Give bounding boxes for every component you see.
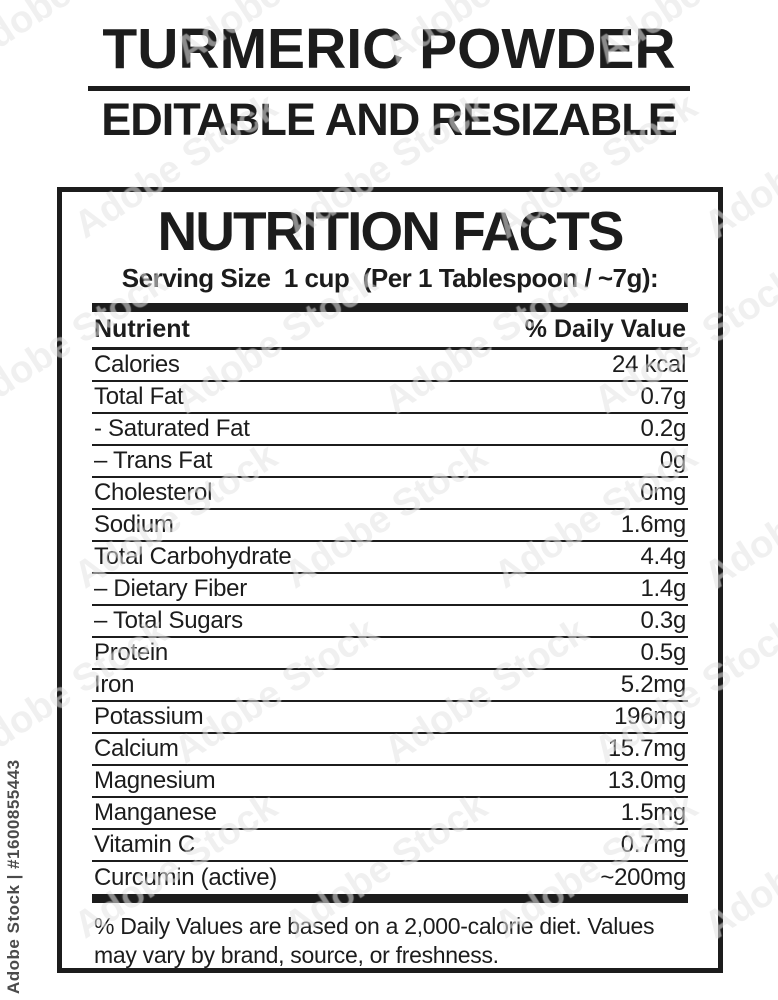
separator-bar-top xyxy=(92,303,688,312)
nutrient-value: ~200mg xyxy=(600,864,686,891)
table-header-row: Nutrient % Daily Value xyxy=(92,312,688,350)
page-title: TURMERIC POWDER xyxy=(102,17,676,81)
nutrient-name: Total Fat xyxy=(94,383,184,410)
title-divider xyxy=(88,85,690,91)
table-row: Calories 24 kcal xyxy=(92,350,688,382)
nutrient-name: Protein xyxy=(94,639,168,666)
table-row: – Dietary Fiber 1.4g xyxy=(92,574,688,606)
nutrient-name: Manganese xyxy=(94,799,217,826)
footnote: % Daily Values are based on a 2,000-calo… xyxy=(94,913,655,969)
nutrient-value: 0.7mg xyxy=(620,831,687,858)
nutrient-value: 15.7mg xyxy=(607,735,687,762)
table-row: Iron 5.2mg xyxy=(92,670,688,702)
nutrient-name: Sodium xyxy=(94,511,174,538)
table-row: Total Fat 0.7g xyxy=(92,382,688,414)
nutrient-value: 5.2mg xyxy=(620,671,687,698)
nutrient-value: 0mg xyxy=(640,479,686,506)
separator-bar-bottom xyxy=(92,894,688,903)
table-row: Magnesium 13.0mg xyxy=(92,766,688,798)
nutrient-value: 0.2g xyxy=(640,415,686,442)
nutrient-name: Cholesterol xyxy=(94,479,213,506)
nutrient-name: Vitamin C xyxy=(94,831,195,858)
table-row: – Total Sugars 0.3g xyxy=(92,606,688,638)
nutrient-table-body: Calories 24 kcal Total Fat 0.7g - Saturated … xyxy=(92,350,688,894)
nutrient-name: Iron xyxy=(94,671,135,698)
table-row: Vitamin C 0.7mg xyxy=(92,830,688,862)
table-row: Manganese 1.5mg xyxy=(92,798,688,830)
panel-title: NUTRITION FACTS xyxy=(157,200,625,262)
nutrient-value: 0.3g xyxy=(640,607,686,634)
nutrient-value: 1.6mg xyxy=(620,511,687,538)
nutrient-value: 1.5mg xyxy=(620,799,687,826)
nutrient-name: Magnesium xyxy=(94,767,216,794)
nutrient-name: Potassium xyxy=(94,703,204,730)
table-row: Protein 0.5g xyxy=(92,638,688,670)
nutrient-value: 196mg xyxy=(614,703,686,730)
nutrient-value: 13.0mg xyxy=(607,767,687,794)
page-subtitle: EDITABLE AND RESIZABLE xyxy=(101,93,678,145)
table-row: Curcumin (active) ~200mg xyxy=(92,862,688,894)
nutrient-value: 1.4g xyxy=(640,575,686,602)
table-row: Cholesterol 0mg xyxy=(92,478,688,510)
nutrient-name: Calories xyxy=(94,351,180,378)
nutrient-value: 0g xyxy=(659,447,686,474)
nutrient-value: 0.5g xyxy=(640,639,686,666)
serving-size-line: Serving Size 1 cup (Per 1 Tablespoon / ~… xyxy=(121,263,659,293)
nutrient-name: Curcumin (active) xyxy=(94,864,277,891)
nutrient-name: Total Carbohydrate xyxy=(94,543,292,570)
nutrient-name: Calcium xyxy=(94,735,179,762)
column-header-nutrient: Nutrient xyxy=(94,315,190,343)
nutrient-name: – Dietary Fiber xyxy=(94,575,247,602)
nutrient-value: 4.4g xyxy=(640,543,686,570)
table-row: Sodium 1.6mg xyxy=(92,510,688,542)
nutrient-value: 24 kcal xyxy=(612,351,686,378)
table-row: - Saturated Fat 0.2g xyxy=(92,414,688,446)
nutrient-name: - Saturated Fat xyxy=(94,415,250,442)
nutrient-value: 0.7g xyxy=(640,383,686,410)
table-row: Total Carbohydrate 4.4g xyxy=(92,542,688,574)
column-header-daily-value: % Daily Value xyxy=(524,315,686,343)
nutrient-name: – Trans Fat xyxy=(94,447,213,474)
table-row: Calcium 15.7mg xyxy=(92,734,688,766)
table-row: Potassium 196mg xyxy=(92,702,688,734)
stock-credit: Adobe Stock | #1600855443 xyxy=(4,759,23,994)
table-row: – Trans Fat 0g xyxy=(92,446,688,478)
nutrition-facts-panel: NUTRITION FACTS Serving Size 1 cup (Per … xyxy=(57,187,723,973)
nutrient-name: – Total Sugars xyxy=(94,607,243,634)
page-header: TURMERIC POWDER EDITABLE AND RESIZABLE xyxy=(0,17,778,145)
